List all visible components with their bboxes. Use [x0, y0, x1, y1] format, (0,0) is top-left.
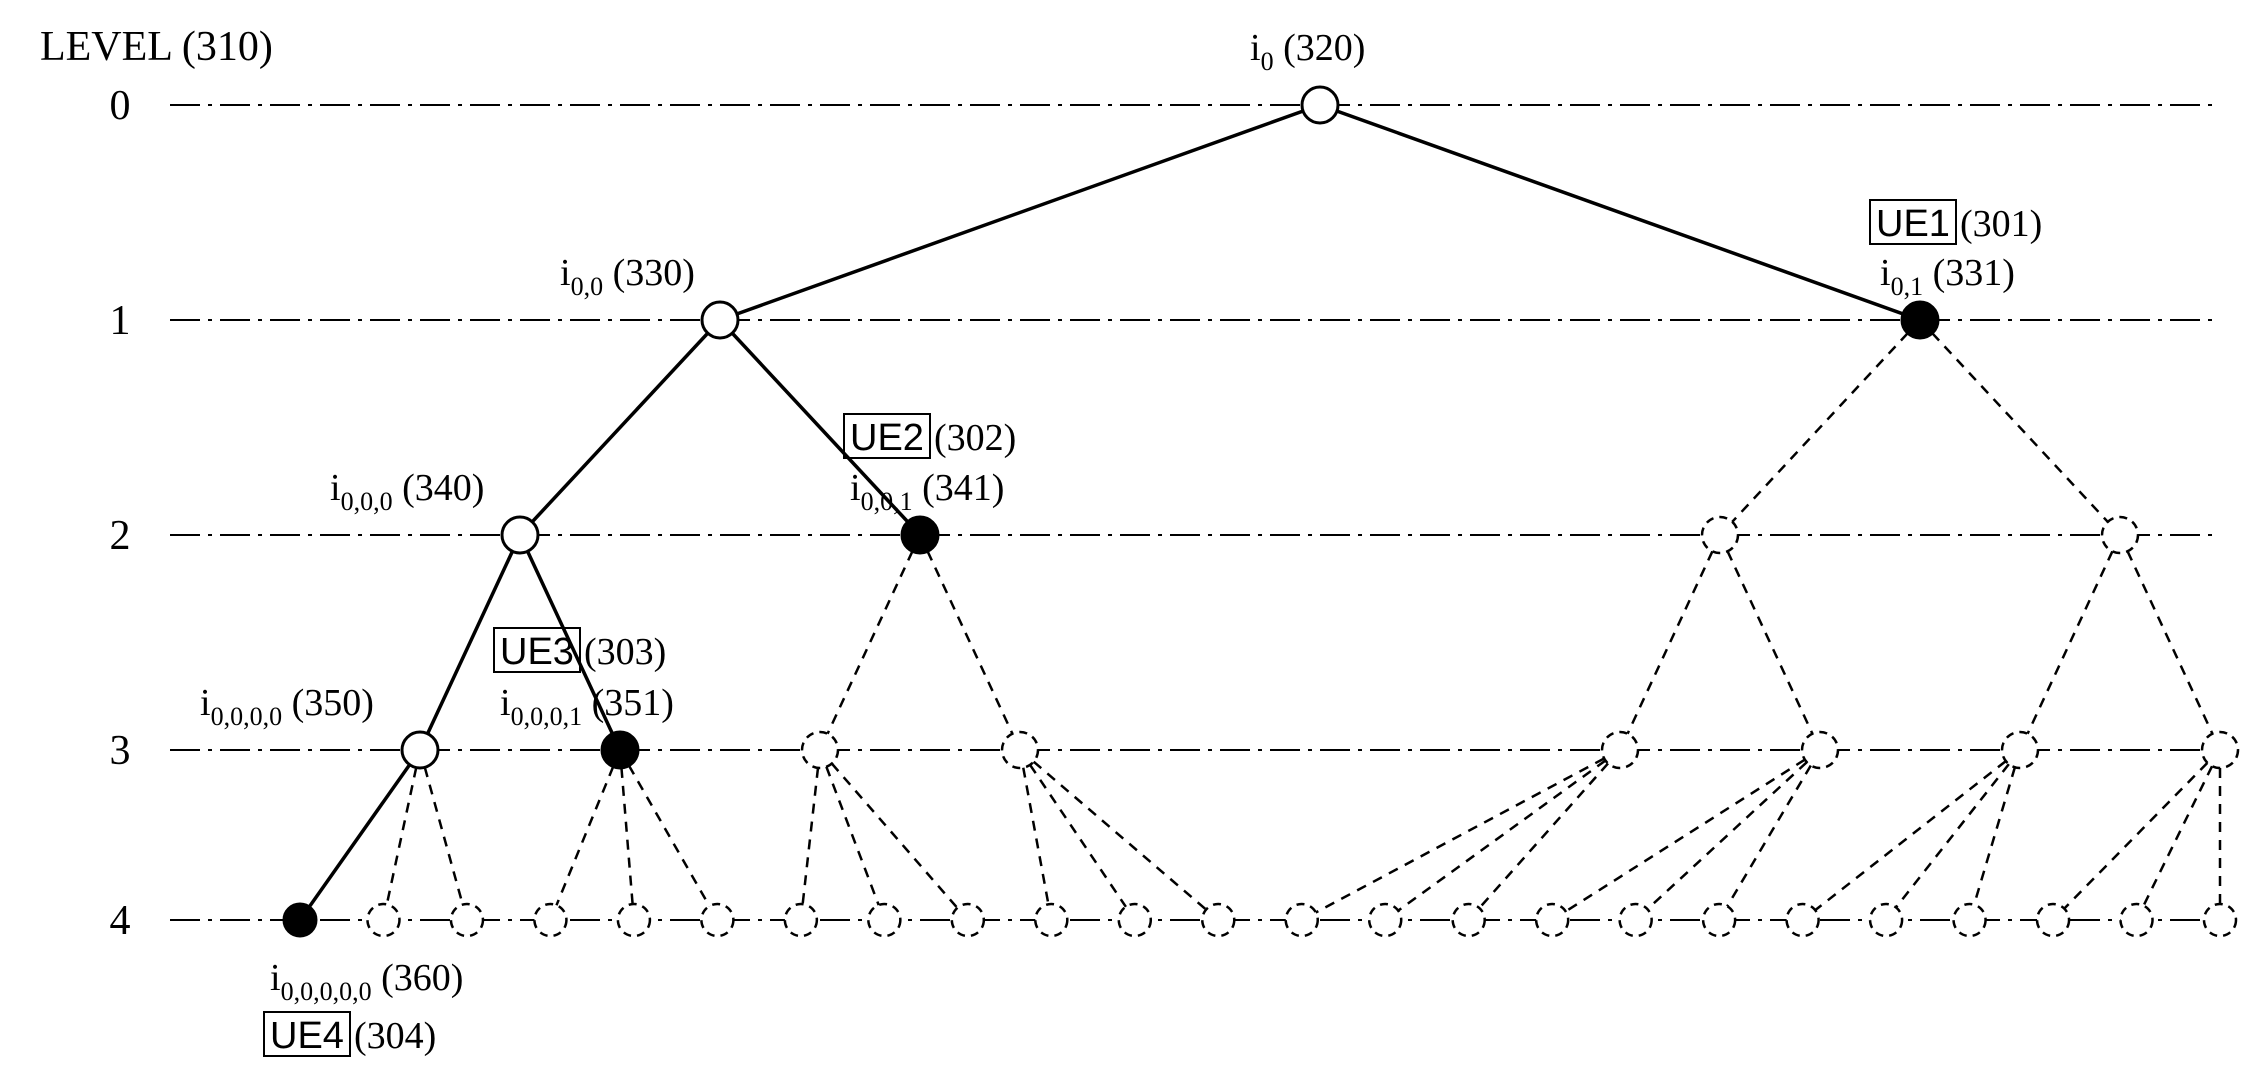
label-i01: i0,1 (331) [1880, 252, 2015, 301]
node-l4-11 [1202, 904, 1234, 936]
edge-l3-l4-9 [1020, 750, 1051, 920]
node-l4-2 [451, 904, 483, 936]
node-l3-1 [602, 732, 638, 768]
label-i00: i0,0 (330) [560, 252, 695, 301]
node-l4-9 [1035, 904, 1067, 936]
node-l3-5 [1802, 732, 1838, 768]
node-l4-8 [952, 904, 984, 936]
node-l4-1 [367, 904, 399, 936]
edge-l3-l4-21 [2053, 750, 2220, 920]
label-i00000: i0,0,0,0,0 (360) [270, 957, 463, 1006]
edge-l3-l4-6 [801, 750, 820, 920]
node-l4-5 [701, 904, 733, 936]
edge-l3-l4-11 [1020, 750, 1218, 920]
edge-l0-l1-0 [720, 105, 1320, 320]
node-l4-19 [1870, 904, 1902, 936]
edge-l3-l4-20 [1970, 750, 2020, 920]
ue1-ref: (301) [1960, 203, 2042, 245]
node-l4-17 [1703, 904, 1735, 936]
node-l3-6 [2002, 732, 2038, 768]
edge-l3-l4-17 [1719, 750, 1820, 920]
node-l3-2 [802, 732, 838, 768]
ue1-label: UE1 [1876, 203, 1950, 245]
edge-l3-l4-18 [1803, 750, 2020, 920]
ue3-ref: (303) [584, 631, 666, 673]
level-label-1: 1 [110, 298, 131, 344]
node-l4-15 [1536, 904, 1568, 936]
node-l3-4 [1602, 732, 1638, 768]
node-l4-22 [2121, 904, 2153, 936]
edge-l2-l3-7 [2120, 535, 2220, 750]
node-l3-0 [402, 732, 438, 768]
node-l4-21 [2037, 904, 2069, 936]
edge-l3-l4-5 [620, 750, 717, 920]
edge-l1-l2-0 [520, 320, 720, 535]
node-l4-7 [868, 904, 900, 936]
ue4-label: UE4 [270, 1015, 344, 1057]
edge-l3-l4-2 [420, 750, 467, 920]
node-root [1302, 87, 1338, 123]
node-l2-2 [1702, 517, 1738, 553]
node-l4-18 [1787, 904, 1819, 936]
ue4-ref: (304) [354, 1015, 436, 1057]
node-l2-3 [2102, 517, 2138, 553]
level-label-4: 4 [110, 898, 131, 944]
edge-l2-l3-2 [820, 535, 920, 750]
edge-l2-l3-3 [920, 535, 1020, 750]
level-label-0: 0 [110, 83, 131, 129]
edge-l3-l4-14 [1469, 750, 1620, 920]
edge-l3-l4-8 [820, 750, 968, 920]
node-l1-1 [1902, 302, 1938, 338]
node-l3-3 [1002, 732, 1038, 768]
node-l4-6 [785, 904, 817, 936]
node-l4-4 [618, 904, 650, 936]
node-l4-13 [1369, 904, 1401, 936]
node-l4-3 [534, 904, 566, 936]
node-l4-12 [1286, 904, 1318, 936]
edge-l3-l4-4 [620, 750, 634, 920]
label-i0000: i0,0,0,0 (350) [200, 682, 374, 731]
edge-l3-l4-13 [1385, 750, 1620, 920]
edge-l3-l4-0 [300, 750, 420, 920]
edge-l3-l4-3 [550, 750, 620, 920]
label-i001: i0,0,1 (341) [850, 467, 1004, 516]
ue2-ref: (302) [934, 417, 1016, 459]
node-l1-0 [702, 302, 738, 338]
node-l4-10 [1119, 904, 1151, 936]
node-l4-20 [1954, 904, 1986, 936]
edge-l3-l4-7 [820, 750, 884, 920]
node-l2-1 [902, 517, 938, 553]
node-l3-7 [2202, 732, 2238, 768]
ue3-label: UE3 [500, 631, 574, 673]
edge-l3-l4-22 [2137, 750, 2220, 920]
edge-l3-l4-19 [1886, 750, 2020, 920]
node-l4-16 [1620, 904, 1652, 936]
ue2-label: UE2 [850, 417, 924, 459]
level-header: LEVEL (310) [40, 24, 273, 70]
edge-l1-l2-2 [1720, 320, 1920, 535]
level-label-3: 3 [110, 728, 131, 774]
level-label-2: 2 [110, 513, 131, 559]
edge-l3-l4-16 [1636, 750, 1820, 920]
node-l4-14 [1453, 904, 1485, 936]
node-l2-0 [502, 517, 538, 553]
edge-l1-l2-3 [1920, 320, 2120, 535]
edge-l0-l1-1 [1320, 105, 1920, 320]
edge-l3-l4-15 [1552, 750, 1820, 920]
edge-l3-l4-12 [1302, 750, 1620, 920]
label-i0001: i0,0,0,1 (351) [500, 682, 674, 731]
label-i0: i0 (320) [1250, 27, 1365, 76]
edge-l2-l3-6 [2020, 535, 2120, 750]
node-l4-23 [2204, 904, 2236, 936]
node-l4-0 [284, 904, 316, 936]
edge-l2-l3-5 [1720, 535, 1820, 750]
edge-l2-l3-4 [1620, 535, 1720, 750]
label-i000: i0,0,0 (340) [330, 467, 484, 516]
